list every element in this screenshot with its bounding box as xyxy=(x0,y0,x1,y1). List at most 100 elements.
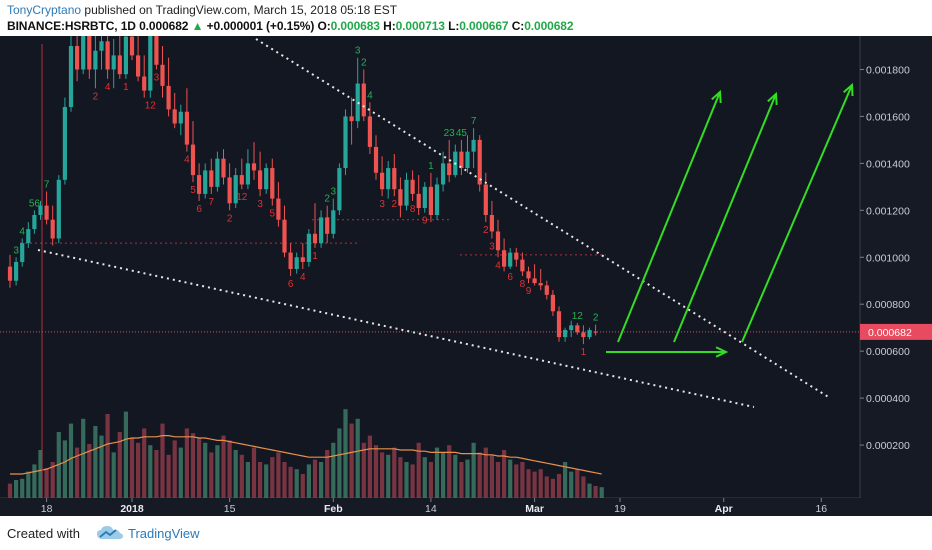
candle-body xyxy=(38,205,43,216)
volume-bar xyxy=(105,414,110,498)
td-count-label: 3 xyxy=(355,46,361,57)
projection-arrow xyxy=(741,84,853,343)
volume-bar xyxy=(477,452,482,498)
open-label: O: xyxy=(317,19,331,33)
candle xyxy=(142,55,147,98)
last-price-tag-label: 0.000682 xyxy=(868,327,912,339)
chart-header: TonyCryptano published on TradingView.co… xyxy=(0,0,932,36)
candle xyxy=(38,200,43,220)
low-label: L: xyxy=(448,19,460,33)
candle-body xyxy=(99,41,104,51)
td-count-label: 3 xyxy=(489,241,495,252)
candle xyxy=(349,97,354,145)
candle xyxy=(373,135,379,180)
candle xyxy=(81,36,86,75)
volume-bar xyxy=(117,432,122,498)
candle-body xyxy=(203,170,208,194)
volume-bar xyxy=(276,452,281,498)
volume-bar xyxy=(166,454,171,498)
candle xyxy=(514,247,519,267)
td-count-label: 1 xyxy=(581,347,587,358)
candle-body xyxy=(483,184,488,216)
candle xyxy=(532,264,537,286)
volume-bar xyxy=(453,454,458,498)
volume-bar xyxy=(508,459,513,498)
tradingview-brand[interactable]: TradingView xyxy=(128,526,200,541)
td-count-label: 56 xyxy=(29,198,41,209)
candle-body xyxy=(50,219,55,239)
ohlc-legend: BINANCE:HSRBTC, 1D 0.000682 ▲ +0.000001 … xyxy=(7,19,574,33)
volume-bar xyxy=(75,447,80,498)
candle-body xyxy=(477,139,482,185)
candle-body xyxy=(178,111,183,124)
candle xyxy=(404,172,409,211)
candle xyxy=(471,128,476,169)
candle xyxy=(392,153,397,197)
upper-trendline xyxy=(255,38,831,399)
candle xyxy=(526,266,531,284)
candle-body xyxy=(343,116,348,169)
td-count-label: 12 xyxy=(145,101,157,112)
price-chart[interactable]: 0.001800 0.001600 0.001400 0.001200 0.001000… xyxy=(0,36,932,516)
candle-body xyxy=(306,233,311,262)
candle xyxy=(288,243,293,277)
candle-body xyxy=(32,215,37,230)
candle-body xyxy=(221,158,226,178)
candle-body xyxy=(471,139,476,152)
chart-area[interactable]: 0.001800 0.001600 0.001400 0.001200 0.001000… xyxy=(0,36,932,516)
candle-body xyxy=(325,217,330,234)
td-count-label: 7 xyxy=(471,116,477,127)
candle xyxy=(93,36,98,89)
candle xyxy=(172,92,177,129)
volume-bar xyxy=(575,469,580,498)
candle-body xyxy=(441,163,446,185)
author-link[interactable]: TonyCryptano xyxy=(7,3,82,17)
volume-bar xyxy=(349,423,354,498)
candle xyxy=(264,163,269,194)
candle-body xyxy=(544,285,549,295)
volume-bar xyxy=(520,462,525,498)
candle xyxy=(233,168,238,208)
td-count-label: 3 xyxy=(379,199,385,210)
candle-body xyxy=(422,186,427,208)
symbol-label[interactable]: BINANCE:HSRBTC, 1D xyxy=(7,19,136,33)
candle-body xyxy=(251,163,257,171)
time-axis-panel xyxy=(0,498,932,516)
candle xyxy=(343,109,348,176)
candle-body xyxy=(142,76,147,91)
candle-body xyxy=(87,36,92,70)
volume-bar xyxy=(93,426,98,498)
candle xyxy=(459,139,464,176)
candle xyxy=(68,36,74,112)
volume-bar xyxy=(233,450,238,498)
candle-body xyxy=(300,257,305,262)
candle xyxy=(593,324,598,336)
candle xyxy=(422,182,427,213)
td-count-label: 9 xyxy=(422,216,428,227)
candle xyxy=(489,200,494,239)
candle xyxy=(508,247,513,269)
candle xyxy=(441,151,446,192)
x-tick-label: Apr xyxy=(715,503,733,515)
td-count-label: 2 xyxy=(227,213,233,224)
volume-bar xyxy=(44,468,49,498)
td-count-label: 6 xyxy=(196,204,202,215)
volume-bar xyxy=(367,435,372,498)
volume-bar xyxy=(62,440,67,498)
candle-body xyxy=(581,332,586,338)
candle xyxy=(563,327,568,342)
candle xyxy=(184,88,189,152)
candle xyxy=(556,306,562,342)
td-count-label: 4 xyxy=(184,155,190,166)
td-count-label: 23 xyxy=(444,128,456,139)
candle xyxy=(581,325,586,345)
candle-body xyxy=(282,219,287,253)
candle-body xyxy=(526,271,531,279)
candle-body xyxy=(117,55,122,75)
td-count-label: 4 xyxy=(367,90,373,101)
volume-bar xyxy=(581,476,586,498)
volume-bar xyxy=(7,483,13,498)
volume-bar xyxy=(197,438,202,498)
candle xyxy=(367,102,372,154)
volume-bar xyxy=(123,411,128,498)
